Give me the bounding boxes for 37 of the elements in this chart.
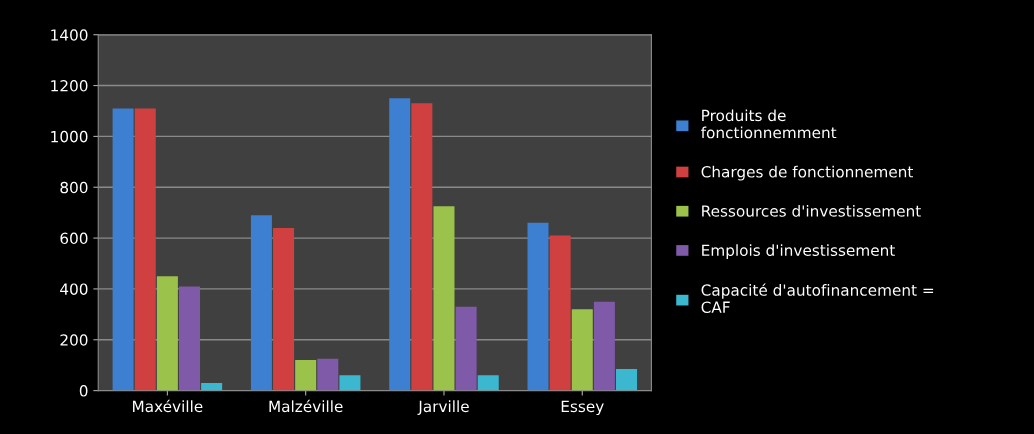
- bar: [527, 222, 549, 391]
- legend-label: Emplois d'investissement: [702, 244, 895, 259]
- bar: [156, 276, 178, 391]
- bar: [134, 108, 156, 391]
- bar: [593, 301, 615, 391]
- y-tick-label: 0: [79, 385, 88, 397]
- bar: [455, 306, 477, 391]
- bar: [112, 108, 134, 391]
- bar: [179, 286, 201, 391]
- bar: [477, 375, 499, 391]
- bar: [201, 382, 223, 391]
- bar: [549, 235, 571, 391]
- bar: [317, 358, 339, 391]
- bar: [389, 98, 411, 391]
- bar: [411, 103, 433, 391]
- legend-label: Charges de fonctionnement: [701, 165, 914, 181]
- y-tick-label: 1200: [51, 80, 88, 92]
- bar: [339, 375, 361, 391]
- x-tick-label: Jarville: [417, 400, 469, 415]
- legend-label: Produits de fonctionnemment: [701, 109, 837, 139]
- y-tick-label: 200: [60, 334, 88, 346]
- y-tick-label: 1000: [51, 130, 88, 143]
- y-tick-label: 1400: [51, 29, 88, 41]
- bar: [250, 215, 272, 391]
- x-tick-label: Maxéville: [133, 399, 203, 413]
- bar: [273, 227, 295, 391]
- x-tick-label: Malzéville: [269, 399, 343, 413]
- bar: [295, 360, 317, 391]
- legend-label: Capacité d'autofinancement = CAF: [701, 283, 934, 313]
- legend-label: Ressources d'investissement: [702, 204, 921, 217]
- x-tick-label: Essey: [561, 400, 604, 416]
- y-tick-label: 600: [60, 232, 88, 245]
- y-tick-label: 400: [60, 283, 88, 295]
- bar: [571, 309, 593, 391]
- bar: [433, 206, 455, 391]
- y-tick-label: 800: [60, 181, 88, 194]
- bar: [616, 368, 638, 391]
